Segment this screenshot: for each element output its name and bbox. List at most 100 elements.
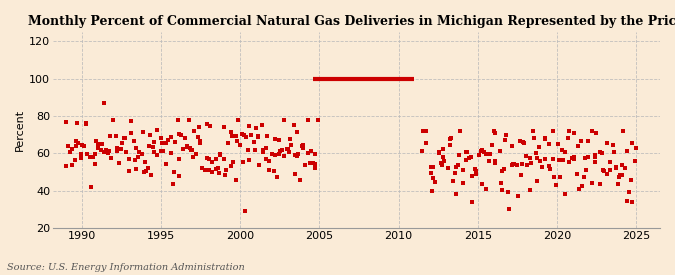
Point (66, 163, 77, 167)
Point (484, 152, 495, 156)
Point (182, 144, 193, 148)
Point (284, 150, 294, 155)
Point (220, 173, 231, 178)
Point (516, 173, 526, 178)
Point (556, 148, 567, 152)
Point (568, 130, 579, 135)
Point (597, 168, 608, 173)
Point (558, 158, 568, 162)
Point (249, 140, 260, 144)
Point (161, 162, 171, 166)
Point (138, 169, 149, 174)
Point (240, 209, 250, 213)
Point (433, 150, 444, 154)
Point (76, 156, 86, 160)
Point (566, 156, 577, 161)
Point (134, 150, 144, 154)
Point (298, 146, 308, 150)
Point (580, 167, 591, 172)
Point (119, 136, 130, 140)
Point (132, 155, 143, 159)
Point (490, 131, 501, 135)
Point (207, 169, 217, 174)
Point (95, 148, 106, 152)
Point (595, 150, 605, 154)
Point (61, 120, 72, 124)
Point (157, 141, 167, 145)
Point (286, 143, 296, 147)
Point (509, 162, 520, 167)
Point (252, 134, 263, 139)
Point (291, 130, 302, 134)
Point (520, 154, 531, 158)
Point (156, 136, 167, 140)
Point (225, 164, 236, 168)
Point (477, 182, 487, 186)
Point (518, 140, 529, 144)
Point (486, 142, 497, 147)
Point (148, 150, 159, 154)
Point (421, 141, 431, 145)
Point (92, 146, 103, 150)
Point (76, 152, 87, 156)
Point (616, 163, 627, 168)
Point (202, 156, 213, 160)
Point (219, 124, 230, 129)
Point (148, 144, 159, 149)
Point (253, 135, 264, 139)
Point (425, 171, 436, 175)
Point (81, 121, 92, 125)
Point (124, 169, 135, 174)
Point (476, 148, 487, 152)
Point (124, 157, 134, 161)
Point (169, 139, 180, 144)
Point (115, 147, 126, 152)
Point (476, 149, 487, 154)
Point (524, 156, 535, 161)
Point (499, 138, 510, 142)
Point (244, 123, 254, 128)
Point (279, 154, 290, 159)
Point (155, 149, 166, 153)
Point (507, 144, 518, 148)
Point (204, 157, 215, 161)
Point (529, 136, 539, 141)
Point (554, 157, 565, 162)
Point (576, 184, 587, 189)
Point (129, 139, 140, 144)
Point (501, 132, 512, 137)
Point (453, 163, 464, 167)
Point (240, 135, 251, 140)
Point (462, 150, 472, 155)
Point (625, 177, 636, 182)
Point (504, 207, 514, 211)
Point (506, 163, 517, 167)
Point (237, 160, 248, 164)
Point (608, 150, 619, 154)
Point (197, 166, 208, 170)
Point (61, 164, 72, 168)
Point (591, 131, 602, 135)
Point (223, 141, 234, 145)
Point (82, 152, 92, 156)
Point (232, 139, 243, 143)
Point (273, 151, 284, 156)
Point (433, 151, 444, 155)
Point (244, 157, 254, 162)
Point (428, 165, 439, 170)
Point (617, 173, 628, 177)
Point (279, 117, 290, 122)
Point (185, 145, 196, 150)
Point (483, 159, 494, 163)
Point (262, 134, 273, 138)
Point (242, 148, 253, 152)
Point (610, 165, 621, 169)
Point (264, 168, 275, 172)
Point (121, 150, 132, 155)
Point (467, 200, 478, 204)
Point (212, 165, 223, 170)
Point (195, 138, 206, 143)
Point (466, 174, 477, 178)
Point (141, 169, 152, 173)
Point (92, 142, 103, 147)
